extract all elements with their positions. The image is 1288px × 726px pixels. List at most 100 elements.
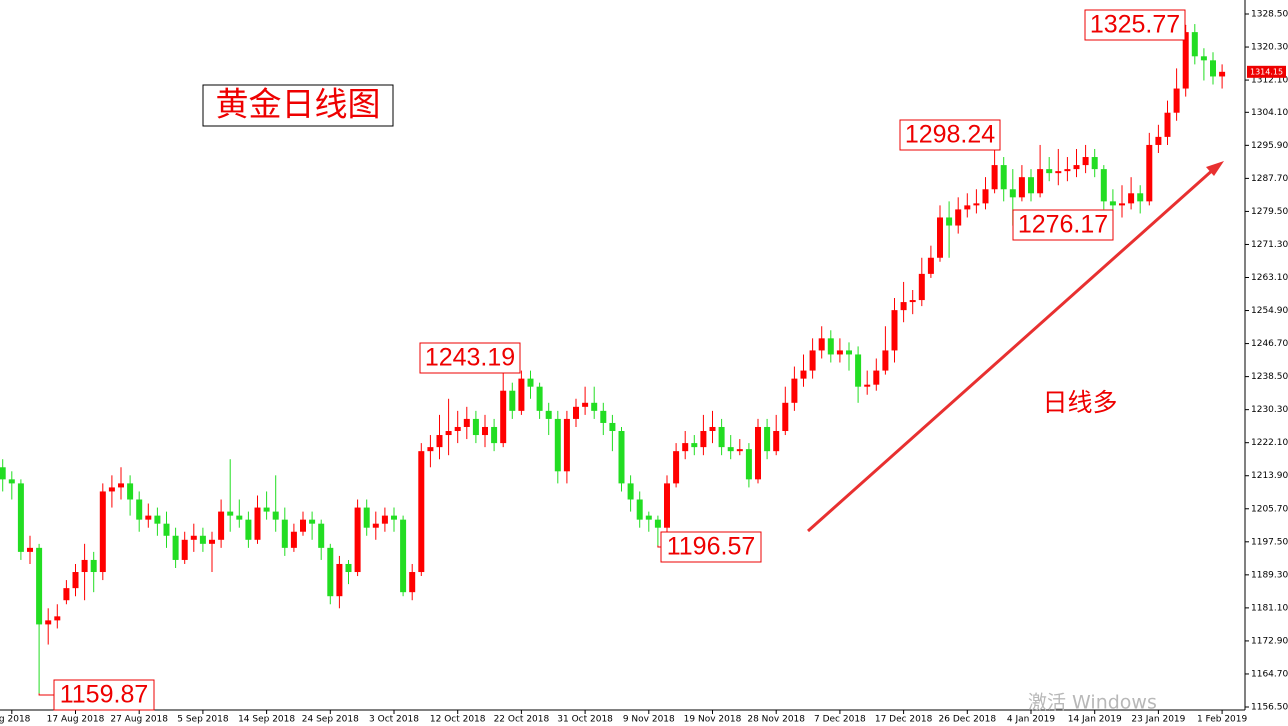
y-tick-label: 1246.70 [1251,339,1288,349]
candle-body [400,519,407,593]
x-tick-label: 4 Jan 2019 [1007,715,1055,725]
candle-body [454,426,461,432]
annotation-label: 1196.57 [667,533,756,561]
candle-body [263,507,270,512]
y-tick-label: 1156.50 [1251,703,1288,713]
candle-body [664,483,670,528]
annotation-box [1012,209,1114,241]
candle-body [300,519,306,532]
candle-body [1018,177,1025,198]
candle-body [1109,201,1116,206]
annotation-box [419,342,521,374]
candle-body [964,205,971,210]
annotation-box [899,119,1001,151]
arrow-head [1206,161,1224,176]
y-tick-label: 1164.70 [1251,669,1288,679]
candle-body [36,547,43,625]
candle-body [209,539,215,544]
candle-body [691,443,698,448]
x-tick-label: 23 Jan 2019 [1131,715,1185,725]
candle-body [1155,136,1162,145]
y-tick-label: 1304.10 [1251,108,1288,118]
candle-body [1009,189,1016,198]
x-tick-label: 17 Aug 2018 [47,715,105,725]
y-tick-label: 1222.10 [1251,438,1288,448]
y-tick-label: 1205.70 [1251,504,1288,514]
candle-body [654,519,661,528]
candle-body [1128,193,1135,204]
candle-body [836,350,843,355]
candle-body [391,515,397,520]
candle-body [17,483,24,552]
candle-body [709,426,716,432]
y-tick-label: 1254.90 [1251,306,1288,316]
candle-body [1173,88,1180,113]
candle-body [118,483,124,488]
candle-body [818,338,825,351]
candle-body [645,515,652,520]
candle-body [855,354,862,387]
candle-body [518,378,525,411]
candle-body [727,447,734,452]
candle-body [1037,169,1044,194]
candle-body [1028,177,1034,194]
candle-body [609,422,616,432]
candle-body [236,515,243,520]
y-tick-label: 1271.30 [1251,240,1288,250]
x-tick-label: 12 Oct 2018 [430,715,486,725]
candle-body [163,523,170,536]
candle-body [891,310,898,351]
candle-body [491,426,498,444]
candle-body [927,257,934,274]
candle-body [372,523,379,528]
candle-body [354,507,361,573]
candle-body [45,620,52,625]
annotation-label: 1243.19 [425,344,515,372]
candle-body [1091,157,1098,170]
candle-body [463,418,470,427]
candle-body [1219,71,1226,77]
candle-body [500,390,507,444]
candle-body [136,499,143,520]
annotation-box [1084,9,1186,41]
annotation-label: 1276.17 [1018,211,1108,239]
x-tick-label: 31 Oct 2018 [557,715,613,725]
candle-body [90,559,97,573]
candle-body [864,384,871,387]
candle-body [937,217,943,258]
candle-body [345,563,352,573]
x-tick-label: 22 Oct 2018 [494,715,550,725]
candle-body [181,539,188,560]
candle-body [627,483,634,500]
candle-body [8,479,15,484]
candle-body [1000,165,1007,190]
y-tick-label: 1181.10 [1251,603,1288,613]
candle-body [199,535,206,544]
candle-body [1073,165,1080,170]
candle-body [290,531,297,548]
x-tick-label: 17 Dec 2018 [875,715,933,725]
candle-body [618,431,625,484]
candle-body [700,431,707,448]
candle-body [1200,56,1207,61]
candle-body [782,402,789,432]
candle-body [227,511,234,516]
candle-body [545,410,552,419]
candle-body [591,402,598,411]
y-tick-label: 1320.30 [1251,43,1288,53]
candle-body [600,410,607,423]
candle-body [991,165,998,190]
candle-body [682,443,689,452]
candle-body [527,378,534,387]
candle-body [1164,112,1171,137]
x-tick-label: 28 Nov 2018 [747,715,805,725]
x-tick-label: 1 Feb 2019 [1197,715,1248,725]
candle-body [827,338,834,355]
candle-body [1119,203,1125,206]
candle-body [900,302,907,311]
title-box [202,84,394,127]
candle-body [190,535,197,540]
candle-body [418,451,425,573]
